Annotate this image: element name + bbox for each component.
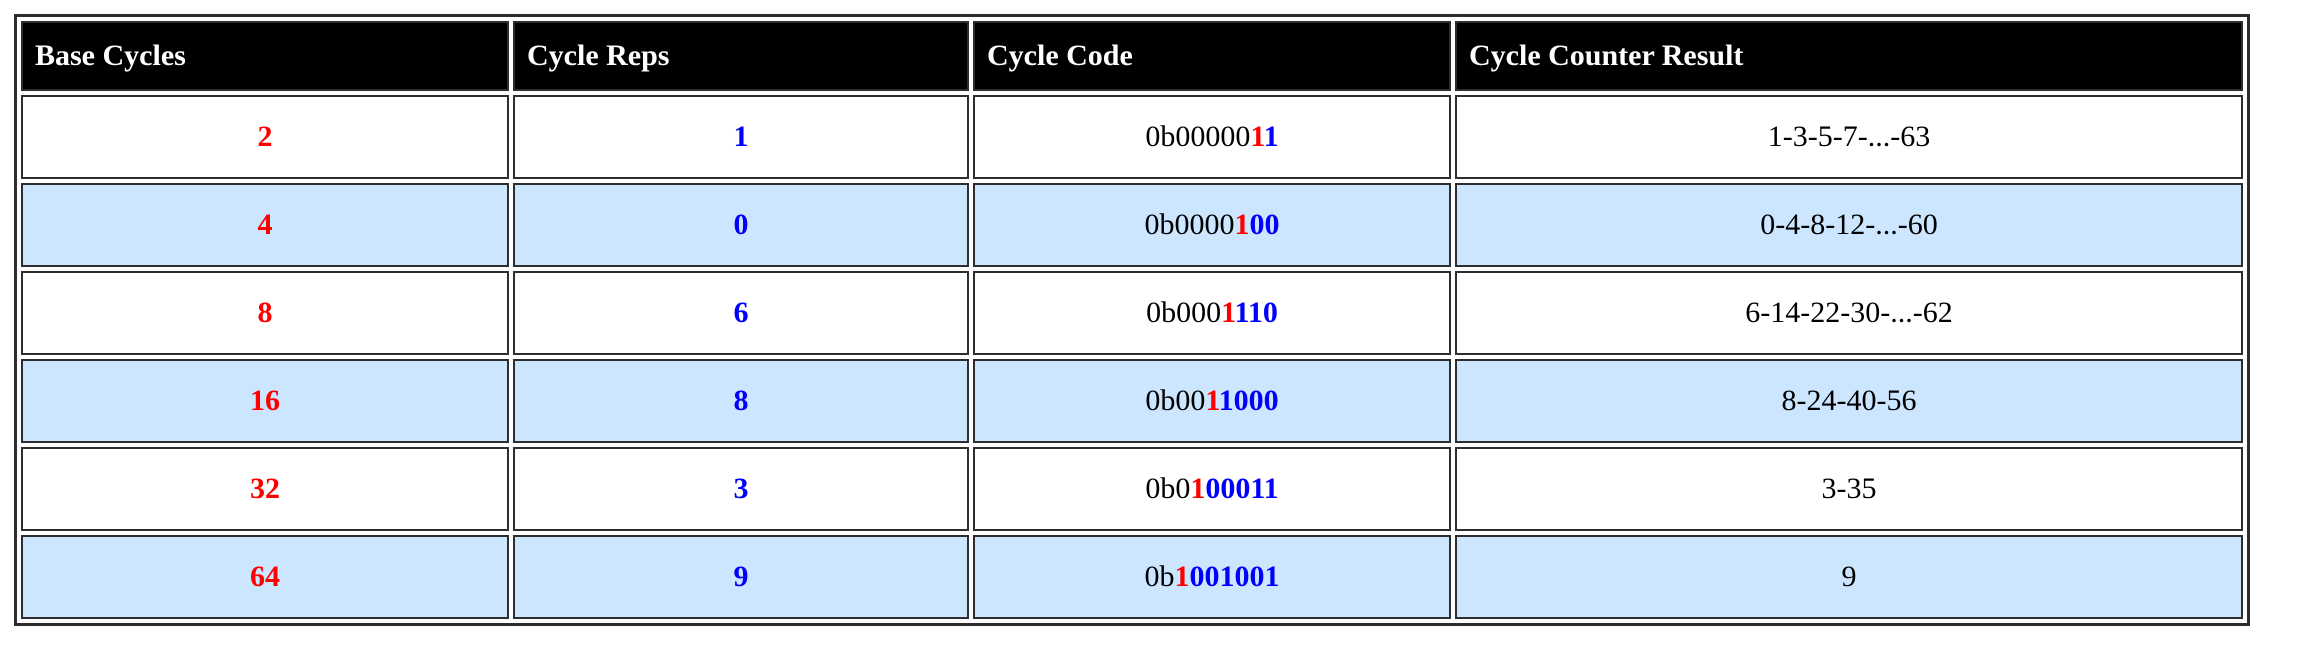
table-row: 8 6 0b0001110 6-14-22-30-...-62 bbox=[21, 271, 2243, 355]
base-cycles-value: 32 bbox=[250, 472, 280, 505]
cycle-code-cell: 0b0000100 bbox=[973, 183, 1451, 267]
base-cycles-cell: 16 bbox=[21, 359, 509, 443]
cycle-code-tail: 001001 bbox=[1189, 560, 1280, 593]
cycle-counter-result-value: 1-3-5-7-...-63 bbox=[1767, 120, 1931, 153]
table-row: 4 0 0b0000100 0-4-8-12-...-60 bbox=[21, 183, 2243, 267]
cycle-code-tail: 1 bbox=[1263, 120, 1279, 153]
cycle-counter-result-value: 8-24-40-56 bbox=[1781, 384, 1917, 417]
cycle-counter-result-cell: 0-4-8-12-...-60 bbox=[1455, 183, 2243, 267]
cycle-code-tail: 00 bbox=[1249, 208, 1280, 241]
cycle-code-first-one: 1 bbox=[1190, 472, 1206, 505]
header-cycle-code: Cycle Code bbox=[973, 21, 1451, 91]
cycle-code-tail: 00011 bbox=[1205, 472, 1279, 505]
base-cycles-value: 64 bbox=[250, 560, 280, 593]
cycle-code-cell: 0b1001001 bbox=[973, 535, 1451, 619]
base-cycles-cell: 64 bbox=[21, 535, 509, 619]
cycle-code-prefix: 0b0 bbox=[1145, 472, 1191, 505]
table-row: 16 8 0b0011000 8-24-40-56 bbox=[21, 359, 2243, 443]
table-header: Base Cycles Cycle Reps Cycle Code Cycle … bbox=[21, 21, 2243, 91]
cycle-counter-table: Base Cycles Cycle Reps Cycle Code Cycle … bbox=[14, 14, 2250, 626]
cycle-counter-result-cell: 6-14-22-30-...-62 bbox=[1455, 271, 2243, 355]
cycle-counter-result-cell: 1-3-5-7-...-63 bbox=[1455, 95, 2243, 179]
base-cycles-value: 2 bbox=[257, 120, 273, 153]
cycle-code-cell: 0b0001110 bbox=[973, 271, 1451, 355]
cycle-code-prefix: 0b00000 bbox=[1145, 120, 1251, 153]
cycle-counter-result-value: 6-14-22-30-...-62 bbox=[1745, 296, 1953, 329]
cycle-code-cell: 0b0100011 bbox=[973, 447, 1451, 531]
base-cycles-cell: 32 bbox=[21, 447, 509, 531]
cycle-reps-value: 8 bbox=[733, 384, 749, 417]
header-base-cycles: Base Cycles bbox=[21, 21, 509, 91]
cycle-code-prefix: 0b000 bbox=[1146, 296, 1222, 329]
cycle-code-prefix: 0b0000 bbox=[1144, 208, 1235, 241]
table-row: 32 3 0b0100011 3-35 bbox=[21, 447, 2243, 531]
table-row: 64 9 0b1001001 9 bbox=[21, 535, 2243, 619]
cycle-code-cell: 0b0011000 bbox=[973, 359, 1451, 443]
base-cycles-value: 4 bbox=[257, 208, 273, 241]
cycle-code-cell: 0b0000011 bbox=[973, 95, 1451, 179]
cycle-reps-value: 6 bbox=[733, 296, 749, 329]
base-cycles-value: 8 bbox=[257, 296, 273, 329]
cycle-reps-cell: 8 bbox=[513, 359, 969, 443]
base-cycles-cell: 8 bbox=[21, 271, 509, 355]
cycle-code-first-one: 1 bbox=[1205, 384, 1219, 417]
cycle-reps-value: 9 bbox=[733, 560, 749, 593]
cycle-reps-value: 0 bbox=[733, 208, 749, 241]
cycle-code-first-one: 1 bbox=[1234, 208, 1250, 241]
cycle-code-tail: 1000 bbox=[1218, 384, 1279, 417]
header-cycle-counter-result: Cycle Counter Result bbox=[1455, 21, 2243, 91]
table-row: 2 1 0b0000011 1-3-5-7-...-63 bbox=[21, 95, 2243, 179]
cycle-reps-value: 1 bbox=[733, 120, 749, 153]
cycle-counter-result-cell: 8-24-40-56 bbox=[1455, 359, 2243, 443]
cycle-counter-result-value: 9 bbox=[1841, 560, 1857, 593]
header-cycle-reps: Cycle Reps bbox=[513, 21, 969, 91]
base-cycles-cell: 2 bbox=[21, 95, 509, 179]
cycle-code-prefix: 0b bbox=[1144, 560, 1175, 593]
cycle-code-first-one: 1 bbox=[1221, 296, 1235, 329]
header-row: Base Cycles Cycle Reps Cycle Code Cycle … bbox=[21, 21, 2243, 91]
cycle-code-first-one: 1 bbox=[1174, 560, 1190, 593]
cycle-reps-cell: 1 bbox=[513, 95, 969, 179]
base-cycles-value: 16 bbox=[250, 384, 280, 417]
cycle-counter-result-cell: 3-35 bbox=[1455, 447, 2243, 531]
table-body: 2 1 0b0000011 1-3-5-7-...-63 4 0 0b00001… bbox=[21, 95, 2243, 619]
cycle-code-prefix: 0b00 bbox=[1145, 384, 1206, 417]
cycle-reps-value: 3 bbox=[733, 472, 749, 505]
base-cycles-cell: 4 bbox=[21, 183, 509, 267]
cycle-reps-cell: 9 bbox=[513, 535, 969, 619]
cycle-counter-result-value: 3-35 bbox=[1821, 472, 1877, 505]
cycle-code-first-one: 1 bbox=[1250, 120, 1264, 153]
cycle-counter-result-cell: 9 bbox=[1455, 535, 2243, 619]
cycle-reps-cell: 6 bbox=[513, 271, 969, 355]
cycle-reps-cell: 3 bbox=[513, 447, 969, 531]
cycle-reps-cell: 0 bbox=[513, 183, 969, 267]
cycle-code-tail: 110 bbox=[1234, 296, 1278, 329]
cycle-counter-result-value: 0-4-8-12-...-60 bbox=[1760, 208, 1938, 241]
